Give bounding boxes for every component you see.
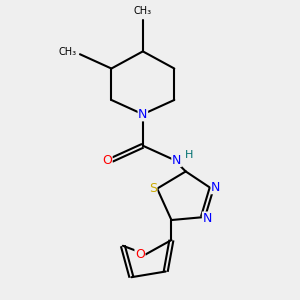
Text: H: H	[185, 150, 194, 160]
Text: N: N	[172, 154, 181, 166]
Text: N: N	[202, 212, 212, 225]
Text: N: N	[138, 108, 148, 121]
Text: O: O	[135, 248, 145, 261]
Text: N: N	[211, 181, 220, 194]
Text: O: O	[102, 154, 112, 166]
Text: S: S	[149, 182, 157, 195]
Text: CH₃: CH₃	[58, 47, 76, 57]
Text: CH₃: CH₃	[134, 7, 152, 16]
